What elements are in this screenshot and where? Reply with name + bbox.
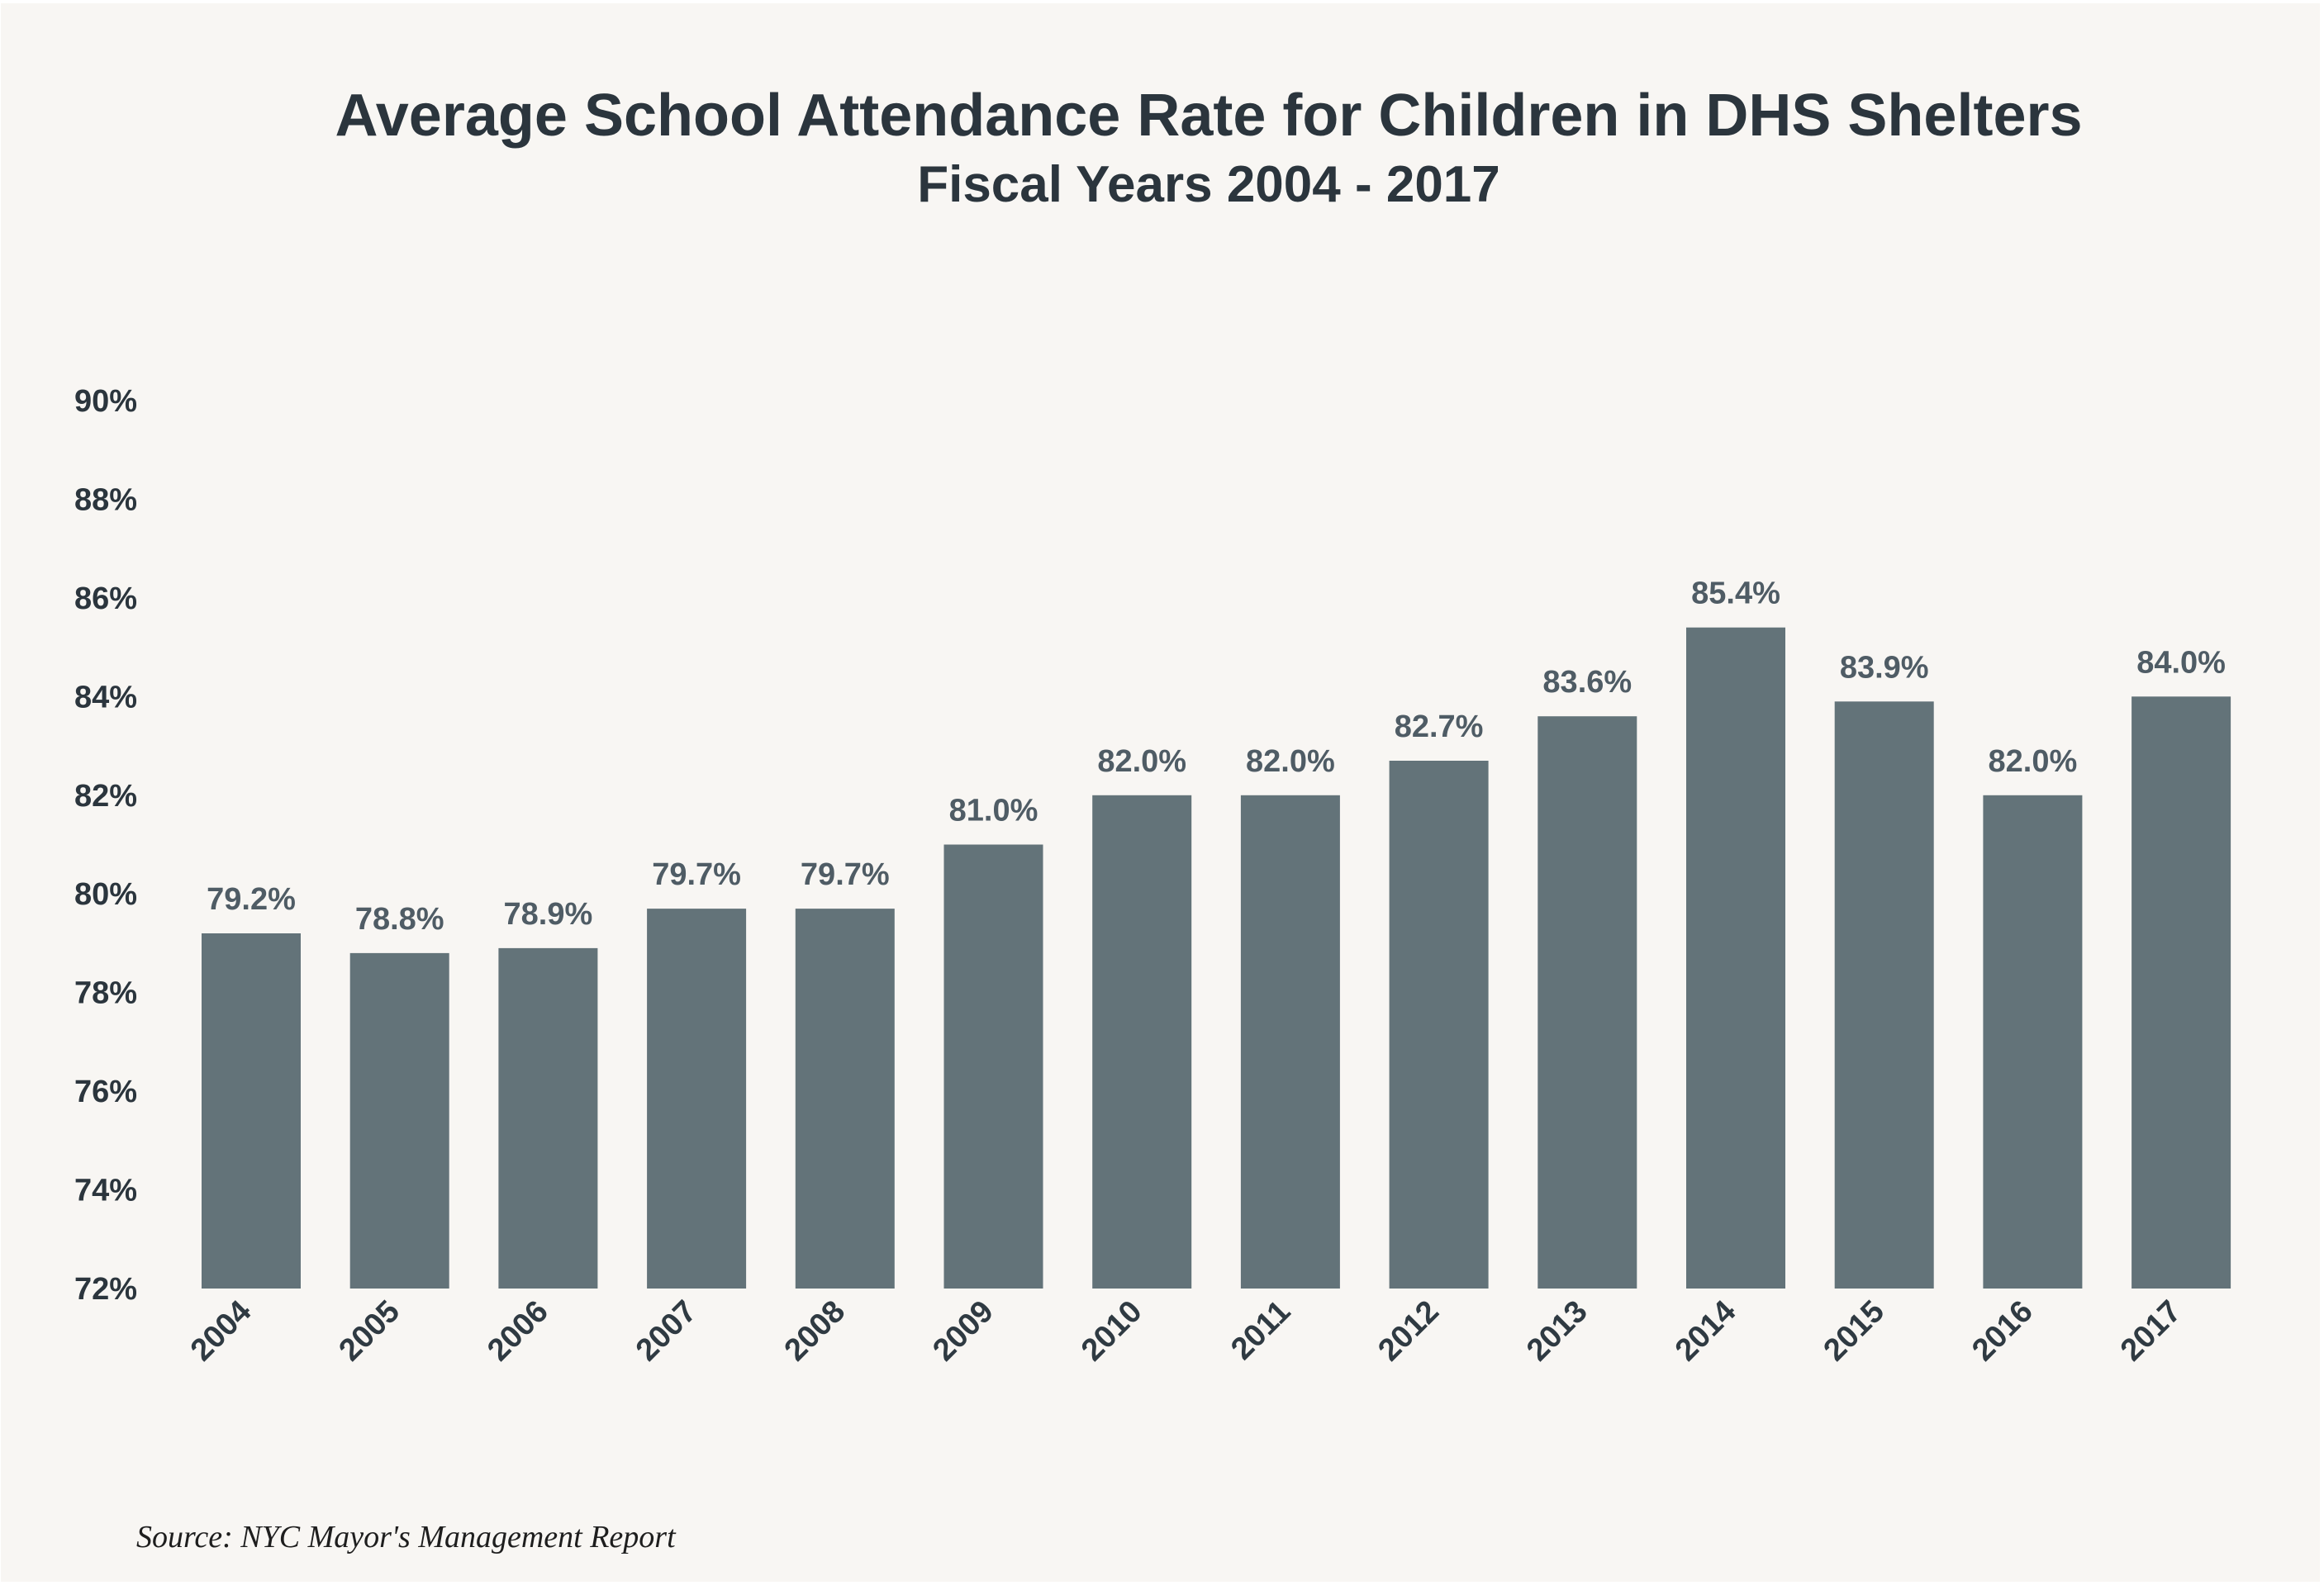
bar-2010 <box>1092 795 1192 1289</box>
bar-2011 <box>1240 795 1340 1289</box>
value-label: 78.8% <box>355 902 444 937</box>
bar-2005 <box>349 952 449 1289</box>
bar-2014 <box>1686 627 1785 1289</box>
x-tick-label: 2009 <box>926 1294 1000 1368</box>
x-tick-label: 2008 <box>778 1294 852 1368</box>
x-tick-label: 2005 <box>333 1294 406 1368</box>
y-tick-label: 72% <box>74 1272 137 1307</box>
value-label: 78.9% <box>504 897 593 932</box>
chart-canvas: Average School Attendance Rate for Child… <box>1 3 2320 1582</box>
bar-2009 <box>943 844 1043 1289</box>
bars <box>202 627 2231 1289</box>
x-tick-label: 2013 <box>1520 1294 1594 1368</box>
value-label: 79.7% <box>801 857 890 892</box>
x-tick-label: 2016 <box>1965 1294 2039 1368</box>
bar-2017 <box>2132 696 2231 1289</box>
source-note: Source: NYC Mayor's Management Report <box>136 1520 677 1554</box>
value-label: 83.6% <box>1542 665 1632 700</box>
y-tick-label: 78% <box>74 976 137 1011</box>
value-label: 85.4% <box>1691 577 1780 611</box>
chart-subtitle: Fiscal Years 2004 - 2017 <box>917 156 1500 213</box>
x-tick-label: 2006 <box>481 1294 554 1368</box>
value-label: 82.0% <box>1246 744 1335 779</box>
value-labels: 79.2% 78.8% 78.9% 79.7% 79.7% 81.0% 82.0% 82.0%… <box>207 577 2226 937</box>
bar-2012 <box>1389 761 1489 1289</box>
y-tick-label: 76% <box>74 1075 137 1109</box>
y-tick-label: 86% <box>74 581 137 616</box>
value-label: 79.7% <box>652 857 741 892</box>
bar-2006 <box>498 947 598 1289</box>
y-axis: 72% 74% 76% 78% 80% 82% 84% 86% 88% 90% <box>74 384 137 1307</box>
x-tick-label: 2017 <box>2114 1294 2188 1368</box>
x-tick-label: 2004 <box>184 1294 258 1368</box>
bar-2016 <box>1983 795 2083 1289</box>
value-label: 84.0% <box>2136 645 2226 680</box>
y-tick-label: 88% <box>74 482 137 517</box>
bar-2013 <box>1537 716 1637 1289</box>
bar-2008 <box>795 909 895 1289</box>
y-tick-label: 74% <box>74 1174 137 1208</box>
y-tick-label: 82% <box>74 779 137 814</box>
bar-2007 <box>647 909 747 1289</box>
y-tick-label: 90% <box>74 384 137 419</box>
bar-2015 <box>1834 701 1934 1289</box>
value-label: 81.0% <box>949 794 1038 828</box>
value-label: 79.2% <box>207 882 296 917</box>
x-axis: 2004 2005 2006 2007 2008 2009 2010 2011 2012 2013… <box>184 1294 2189 1368</box>
x-tick-label: 2010 <box>1075 1294 1148 1368</box>
x-tick-label: 2007 <box>630 1294 703 1368</box>
value-label: 83.9% <box>1840 650 1929 685</box>
x-tick-label: 2012 <box>1371 1294 1445 1368</box>
x-tick-label: 2014 <box>1669 1294 1742 1368</box>
value-label: 82.0% <box>1989 744 2078 779</box>
y-tick-label: 84% <box>74 680 137 714</box>
x-tick-label: 2015 <box>1818 1294 1891 1368</box>
value-label: 82.0% <box>1097 744 1186 779</box>
value-label: 82.7% <box>1395 710 1484 744</box>
bar-chart: Average School Attendance Rate for Child… <box>74 83 2231 1554</box>
y-tick-label: 80% <box>74 877 137 912</box>
chart-title: Average School Attendance Rate for Child… <box>335 83 2082 149</box>
x-tick-label: 2011 <box>1224 1294 1297 1367</box>
bar-2004 <box>202 933 301 1289</box>
